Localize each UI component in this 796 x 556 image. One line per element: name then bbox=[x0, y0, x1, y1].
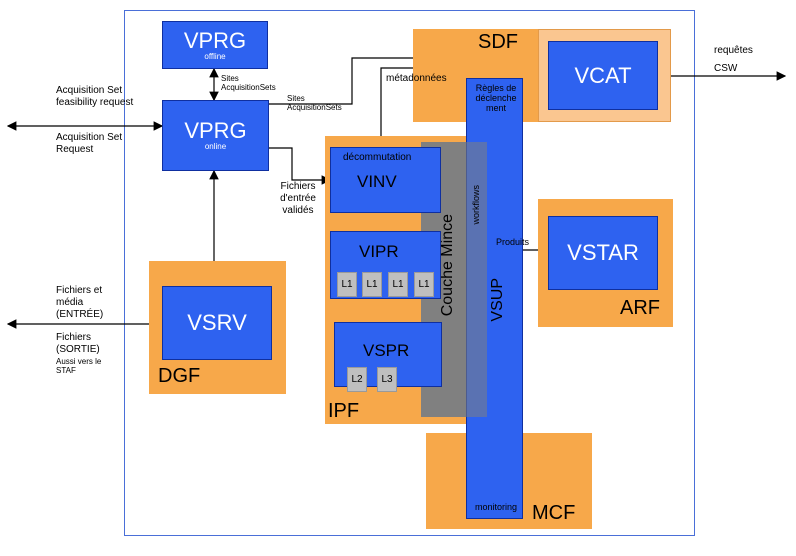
mcf-label: MCF bbox=[532, 502, 576, 524]
vipr-l1-b: L1 bbox=[362, 272, 382, 297]
aussi-staf-label: Aussi vers le STAF bbox=[56, 357, 102, 375]
vcat-title: VCAT bbox=[574, 62, 632, 88]
arf-label: ARF bbox=[620, 297, 660, 319]
fichiers-sortie-label: Fichiers (SORTIE) bbox=[56, 332, 100, 355]
vprg-online-title: VPRG bbox=[184, 118, 247, 143]
vsup-label-wrap: VSUP bbox=[484, 270, 512, 330]
vspr-title: VSPR bbox=[363, 341, 410, 360]
vipr-l1-c: L1 bbox=[388, 272, 408, 297]
vprg-offline-sub: offline bbox=[204, 51, 226, 61]
produits-label: Produits bbox=[496, 237, 530, 247]
sites-acq-label-2: Sites AcquisitionSets bbox=[287, 94, 342, 112]
requetes-label: requêtes bbox=[714, 45, 753, 56]
monitoring-label: monitoring bbox=[474, 502, 518, 512]
vinv-title: VINV bbox=[357, 172, 397, 191]
vsup-overlay-grey bbox=[466, 142, 487, 417]
vprg-offline-title: VPRG bbox=[183, 27, 247, 53]
workflows-label-2: workflows bbox=[471, 185, 481, 225]
vinv-block[interactable]: décommutation VINV bbox=[330, 147, 441, 213]
vstar-title: VSTAR bbox=[567, 240, 639, 265]
vipr-l1-a: L1 bbox=[337, 272, 357, 297]
sdf-label: SDF bbox=[478, 31, 518, 53]
csw-label: CSW bbox=[714, 63, 738, 74]
vprg-online-block[interactable]: VPRG online bbox=[162, 100, 269, 171]
ipf-label: IPF bbox=[328, 400, 360, 422]
vspr-l2: L2 bbox=[347, 367, 367, 392]
vinv-sub: décommutation bbox=[343, 152, 412, 163]
sites-acq-label-1: Sites AcquisitionSets bbox=[221, 74, 276, 92]
dgf-label: DGF bbox=[158, 365, 201, 387]
vcat-block[interactable]: VCAT bbox=[548, 41, 658, 110]
vsrv-title: VSRV bbox=[187, 310, 247, 335]
couche-mince-label: Couche Mince bbox=[439, 213, 456, 317]
workflows-label-wrap2: workflows bbox=[469, 170, 483, 240]
vspr-l3: L3 bbox=[377, 367, 397, 392]
vprg-to-vinv-arrow bbox=[269, 147, 332, 185]
fichiers-media-label: Fichiers et média (ENTRÉE) bbox=[56, 285, 104, 320]
vprg-online-sub: online bbox=[204, 142, 227, 151]
vprg-offline-block[interactable]: VPRG offline bbox=[162, 21, 268, 69]
metadonnees-label: métadonnées bbox=[386, 73, 447, 84]
vsup-title: VSUP bbox=[489, 278, 506, 322]
vstar-block[interactable]: VSTAR bbox=[548, 216, 658, 290]
regles-label: Règles de déclenche ment bbox=[475, 83, 517, 113]
acq-feasibility-label: Acquisition Set feasibility request bbox=[56, 85, 134, 108]
vipr-l1-d: L1 bbox=[414, 272, 434, 297]
fichiers-valides-label: Fichiers d'entrée validés bbox=[280, 181, 316, 216]
system-boundary bbox=[124, 10, 695, 536]
vipr-title: VIPR bbox=[359, 242, 399, 261]
acq-request-label: Acquisition Set Request bbox=[56, 132, 123, 155]
vsrv-block[interactable]: VSRV bbox=[162, 286, 272, 360]
